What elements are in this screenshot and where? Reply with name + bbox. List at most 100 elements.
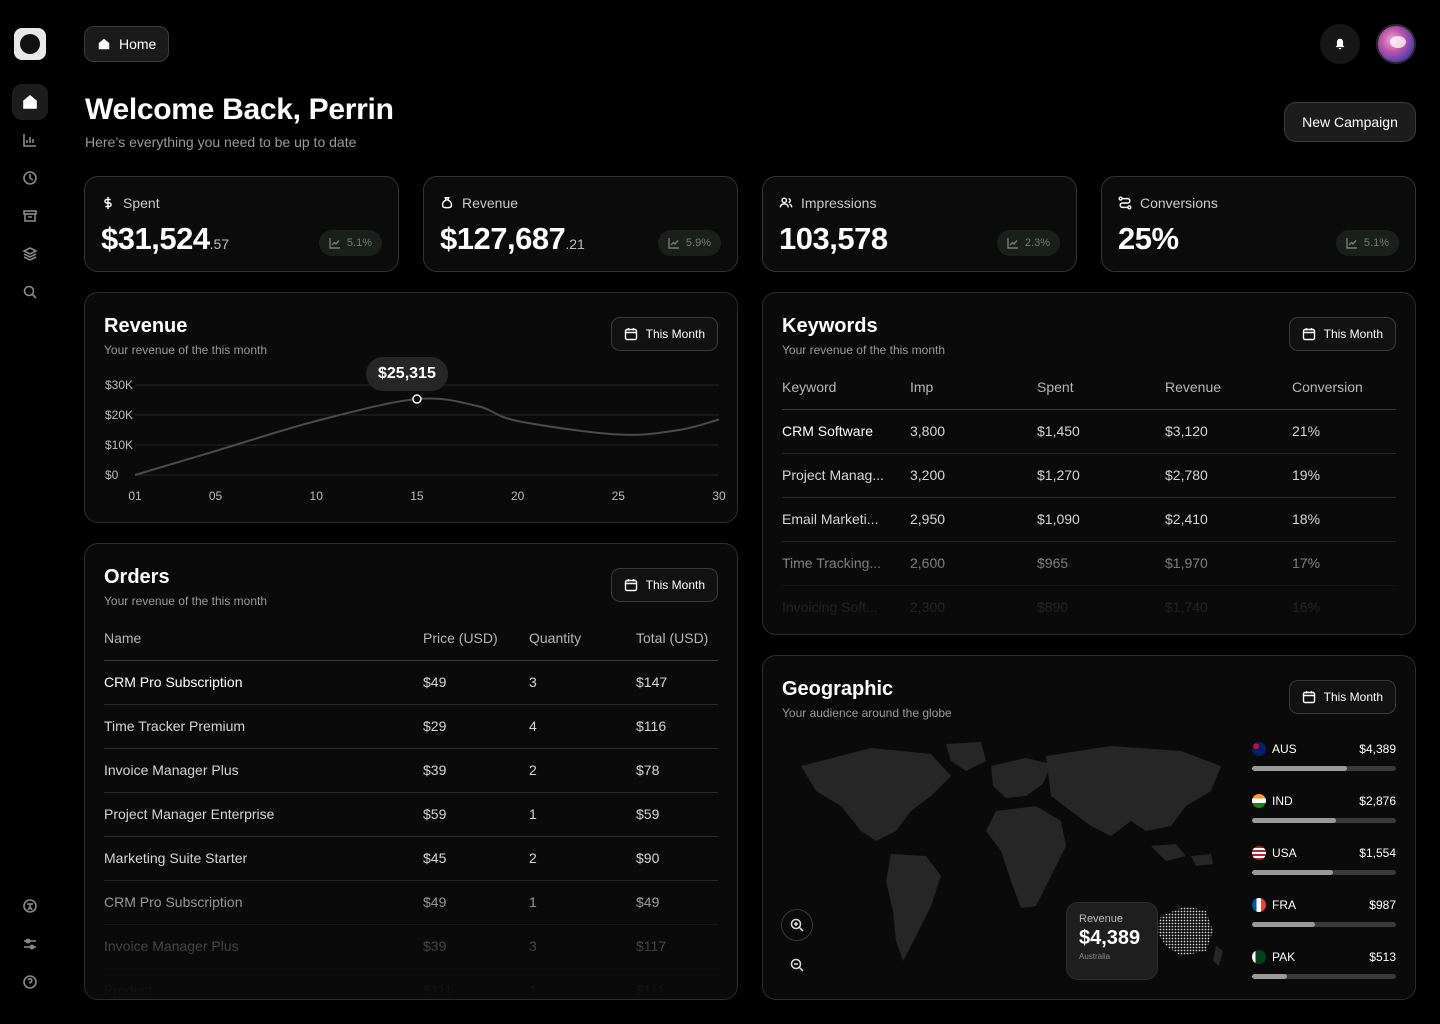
total-cell: $117 <box>636 924 718 969</box>
card-country: Australia <box>1079 952 1111 961</box>
table-row[interactable]: Marketing Suite Starter $45 2 $90 <box>104 836 718 881</box>
country-row-pak[interactable]: PAK $513 <box>1252 950 1396 990</box>
zoom-in-button[interactable] <box>781 909 813 941</box>
x-tick-label: 10 <box>310 489 324 503</box>
quantity-cell: 2 <box>529 748 636 793</box>
pakistan-flag-icon <box>1252 950 1266 964</box>
stat-change-badge: 5.1% <box>318 230 382 256</box>
analytics-icon[interactable] <box>12 122 48 158</box>
stat-change-badge: 5.1% <box>1335 230 1399 256</box>
total-cell: $147 <box>636 660 718 705</box>
stat-change-badge: 5.9% <box>657 230 721 256</box>
country-row-usa[interactable]: USA $1,554 <box>1252 846 1396 886</box>
archive-icon[interactable] <box>12 198 48 234</box>
column-header[interactable]: Name <box>104 616 423 661</box>
panel-title: Keywords <box>782 315 878 337</box>
name-cell: Invoice Manager Plus <box>104 748 423 793</box>
france-flag-icon <box>1252 898 1266 912</box>
column-header[interactable]: Spent <box>1037 365 1165 410</box>
imp-cell: 2,600 <box>910 541 1037 586</box>
stat-value: 103,578 <box>779 221 888 256</box>
map-revenue-card: Revenue $4,389 Australia <box>1066 902 1158 980</box>
panel-title: Revenue <box>104 315 188 337</box>
column-header[interactable]: Keyword <box>782 365 910 410</box>
y-tick-label: $30K <box>105 378 133 392</box>
zoom-out-icon <box>790 958 804 972</box>
map-region-asia <box>1046 746 1221 836</box>
spent-cell: $1,090 <box>1037 497 1165 542</box>
panel-subtitle: Your audience around the globe <box>782 706 952 720</box>
column-header[interactable]: Conversion <box>1292 365 1396 410</box>
column-header[interactable]: Revenue <box>1165 365 1292 410</box>
settings-sliders-icon[interactable] <box>12 926 48 962</box>
orders-panel: Orders Your revenue of the this month Th… <box>84 543 738 1000</box>
table-header-row: Keyword Imp Spent Revenue Conversion <box>782 365 1396 410</box>
page-title: Welcome Back, Perrin <box>85 93 394 126</box>
country-share-bar <box>1252 922 1396 927</box>
price-cell: $39 <box>423 748 529 793</box>
app-logo[interactable] <box>14 28 46 60</box>
revenue-line-chart: $0 $10K $20K $30K 01 05 10 15 20 25 30 <box>105 378 726 503</box>
table-row[interactable]: Time Tracking... 2,600 $965 $1,970 17% <box>782 541 1396 586</box>
help-icon[interactable] <box>12 964 48 1000</box>
quantity-cell: 3 <box>529 660 636 705</box>
table-row[interactable]: Invoicing Soft... 2,300 $890 $1,740 16% <box>782 585 1396 630</box>
period-select[interactable]: This Month <box>610 317 718 351</box>
table-row[interactable]: CRM Software 3,800 $1,450 $3,120 21% <box>782 409 1396 454</box>
avatar[interactable] <box>1376 24 1416 64</box>
conversion-cell: 16% <box>1292 585 1396 630</box>
calendar-icon <box>624 328 637 341</box>
period-select[interactable]: This Month <box>1288 317 1396 351</box>
conversion-cell: 18% <box>1292 497 1396 542</box>
price-cell: $59 <box>423 792 529 837</box>
stat-card-spent: Spent $31,524.57 5.1% <box>84 176 399 272</box>
table-row[interactable]: CRM Pro Subscription $49 1 $49 <box>104 880 718 925</box>
new-campaign-button[interactable]: New Campaign <box>1284 102 1416 142</box>
column-header[interactable]: Price (USD) <box>423 616 529 661</box>
layers-icon[interactable] <box>12 236 48 272</box>
page-subtitle: Here’s everything you need to be up to d… <box>85 134 357 150</box>
world-map[interactable] <box>781 736 1241 986</box>
country-row-fra[interactable]: FRA $987 <box>1252 898 1396 938</box>
search-icon[interactable] <box>12 274 48 310</box>
zoom-out-button[interactable] <box>781 949 813 981</box>
notifications-button[interactable] <box>1320 24 1360 64</box>
period-select[interactable]: This Month <box>1288 680 1396 714</box>
period-select[interactable]: This Month <box>610 568 718 602</box>
quantity-cell: 2 <box>529 836 636 881</box>
table-row[interactable]: Project Manag... 3,200 $1,270 $2,780 19% <box>782 453 1396 498</box>
stat-card-conversions: Conversions 25% 5.1% <box>1101 176 1416 272</box>
imp-cell: 2,950 <box>910 497 1037 542</box>
table-row[interactable]: Product $111 1 $111 <box>104 968 718 999</box>
table-row[interactable]: Email Marketi... 2,950 $1,090 $2,410 18% <box>782 497 1396 542</box>
price-cell: $29 <box>423 704 529 749</box>
india-flag-icon <box>1252 794 1266 808</box>
table-row[interactable]: Invoice Manager Plus $39 2 $78 <box>104 748 718 793</box>
table-row[interactable]: Project Manager Enterprise $59 1 $59 <box>104 792 718 837</box>
column-header[interactable]: Imp <box>910 365 1037 410</box>
card-label: Revenue <box>1079 913 1124 925</box>
price-cell: $111 <box>423 968 529 999</box>
country-row-ind[interactable]: IND $2,876 <box>1252 794 1396 834</box>
breadcrumb-home[interactable]: Home <box>84 26 170 62</box>
country-row-aus[interactable]: AUS $4,389 <box>1252 742 1396 782</box>
map-region-southeast-asia <box>1151 844 1213 866</box>
column-header[interactable]: Total (USD) <box>636 616 718 661</box>
geographic-panel: Geographic Your audience around the glob… <box>762 655 1416 1000</box>
australia-flag-icon <box>1252 742 1266 756</box>
total-cell: $49 <box>636 880 718 925</box>
quantity-cell: 3 <box>529 924 636 969</box>
country-share-bar <box>1252 818 1396 823</box>
panel-title: Orders <box>104 566 170 588</box>
table-row[interactable]: Time Tracker Premium $29 4 $116 <box>104 704 718 749</box>
trend-icon <box>1007 238 1018 249</box>
table-row[interactable]: Invoice Manager Plus $39 3 $117 <box>104 924 718 969</box>
conversion-cell: 17% <box>1292 541 1396 586</box>
column-header[interactable]: Quantity <box>529 616 636 661</box>
accessibility-icon[interactable] <box>12 888 48 924</box>
table-row[interactable]: CRM Pro Subscription $49 3 $147 <box>104 660 718 705</box>
revenue-cell: $2,780 <box>1165 453 1292 498</box>
usa-flag-icon <box>1252 846 1266 860</box>
clock-icon[interactable] <box>12 160 48 196</box>
home-icon[interactable] <box>12 84 48 120</box>
